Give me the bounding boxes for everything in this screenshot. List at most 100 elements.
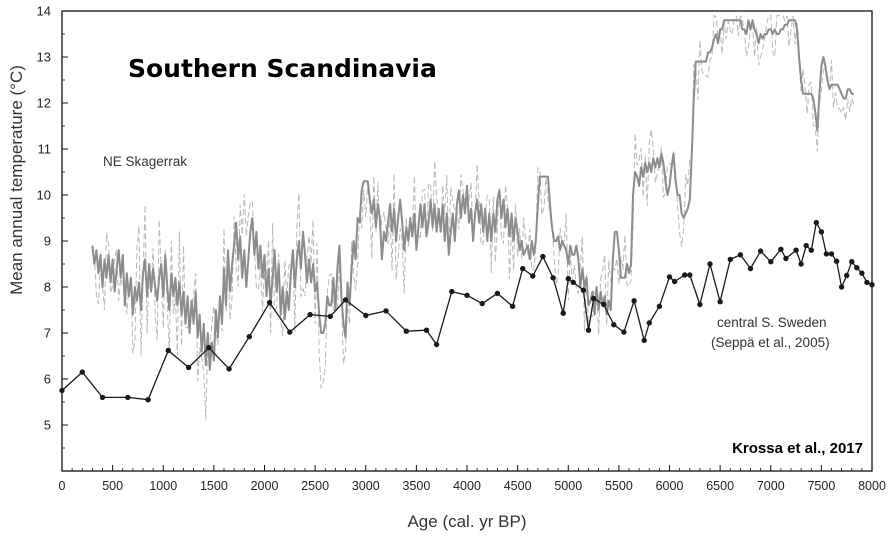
sweden-point <box>808 247 814 253</box>
sweden-point <box>185 364 192 371</box>
skagerrak-line <box>91 19 854 371</box>
x-tick-label: 4500 <box>504 479 532 493</box>
sweden-point <box>464 292 470 298</box>
x-tick-label: 3000 <box>352 479 380 493</box>
sweden-point <box>550 275 556 281</box>
sweden-point <box>656 303 663 309</box>
sweden-point <box>79 369 86 375</box>
sweden-point <box>246 334 252 340</box>
y-tick-label: 10 <box>37 188 51 203</box>
y-axis-label: Mean annual temperature (°C) <box>7 65 26 295</box>
sweden-point <box>540 253 546 260</box>
sweden-point <box>818 229 825 235</box>
sweden-point <box>383 308 389 314</box>
y-tick-label: 6 <box>44 372 51 387</box>
sweden-point <box>727 256 733 263</box>
sweden-point <box>226 366 232 372</box>
x-tick-label: 5000 <box>554 479 582 493</box>
sweden-point <box>307 311 313 318</box>
sweden-line <box>61 221 873 401</box>
sweden-point <box>342 297 349 303</box>
sweden-point <box>621 329 627 335</box>
x-tick-label: 1500 <box>200 479 228 493</box>
x-tick-label: 1000 <box>149 479 177 493</box>
sweden-point <box>828 251 835 257</box>
sweden-point <box>590 295 597 302</box>
x-tick-label: 2000 <box>251 479 279 493</box>
sweden-point <box>687 272 693 278</box>
sweden-point <box>697 301 703 308</box>
x-tick-label: 3500 <box>402 479 430 493</box>
y-tick-label: 5 <box>44 418 51 433</box>
sweden-point <box>833 258 840 264</box>
sweden-point <box>641 337 647 344</box>
x-tick-label: 2500 <box>301 479 329 493</box>
sweden-point <box>206 345 212 351</box>
sweden-point <box>793 247 799 253</box>
y-tick-label: 7 <box>44 326 51 341</box>
x-axis-label: Age (cal. yr BP) <box>407 512 526 531</box>
x-tick-label: 5500 <box>605 479 633 493</box>
y-tick-label: 14 <box>37 4 51 19</box>
x-tick-label: 500 <box>102 479 123 493</box>
sweden-point <box>838 284 845 290</box>
x-axis: 0 500 1000 1500 2000 2500 3000 3500 4000 4500 5000… <box>59 465 886 493</box>
sweden-point <box>520 265 526 272</box>
y-tick-label: 13 <box>37 50 51 65</box>
sweden-point <box>666 274 673 280</box>
sweden-point <box>803 242 809 249</box>
sweden-point <box>859 270 865 276</box>
sweden-point <box>757 248 764 254</box>
chart-title: Southern Scandinavia <box>128 54 437 83</box>
sweden-point <box>479 300 485 307</box>
sweden-point <box>823 251 830 257</box>
sweden-point <box>125 394 131 401</box>
x-tick-label: 0 <box>59 479 66 493</box>
sweden-point <box>798 261 804 267</box>
annotation-sweden-source: (Seppä et al., 2005) <box>711 335 830 350</box>
y-tick-label: 11 <box>38 142 52 157</box>
sweden-point <box>363 312 369 319</box>
sweden-point <box>783 255 789 262</box>
sweden-point <box>287 329 293 335</box>
sweden-point <box>59 387 65 394</box>
sweden-point <box>99 394 106 401</box>
sweden-point <box>864 279 870 286</box>
sweden-point <box>646 320 652 326</box>
sweden-point <box>530 273 536 279</box>
sweden-point <box>737 252 744 258</box>
x-tick-label: 6500 <box>706 479 734 493</box>
sweden-point <box>145 397 151 403</box>
y-axis: 5 6 7 8 9 10 11 12 13 14 <box>37 4 68 449</box>
sweden-point <box>403 328 409 334</box>
sweden-point <box>266 299 273 306</box>
sweden-point <box>844 272 850 279</box>
sweden-point <box>601 301 607 308</box>
sweden-point <box>570 279 576 286</box>
y-tick-label: 8 <box>44 280 51 295</box>
sweden-point <box>768 259 774 265</box>
sweden-point <box>813 219 819 226</box>
sweden-point <box>327 313 333 320</box>
sweden-point <box>717 299 723 305</box>
sweden-point <box>707 261 713 267</box>
sweden-point <box>849 259 855 265</box>
sweden-point <box>560 310 566 316</box>
sweden-point <box>631 298 637 304</box>
sweden-point <box>585 327 592 333</box>
sweden-point <box>165 347 171 354</box>
sweden-point <box>869 282 875 288</box>
series-layer <box>59 19 875 403</box>
credit-text: Krossa et al., 2017 <box>732 440 863 457</box>
sweden-point <box>611 322 617 328</box>
y-tick-label: 12 <box>37 96 51 111</box>
x-tick-label: 8000 <box>858 479 886 493</box>
sweden-point <box>449 288 455 295</box>
sweden-point <box>433 341 440 348</box>
annotation-skagerrak: NE Skagerrak <box>103 154 187 169</box>
x-tick-label: 4000 <box>453 479 481 493</box>
sweden-point <box>671 278 678 285</box>
x-tick-label: 7000 <box>757 479 785 493</box>
annotation-sweden: central S. Sweden <box>717 315 827 330</box>
